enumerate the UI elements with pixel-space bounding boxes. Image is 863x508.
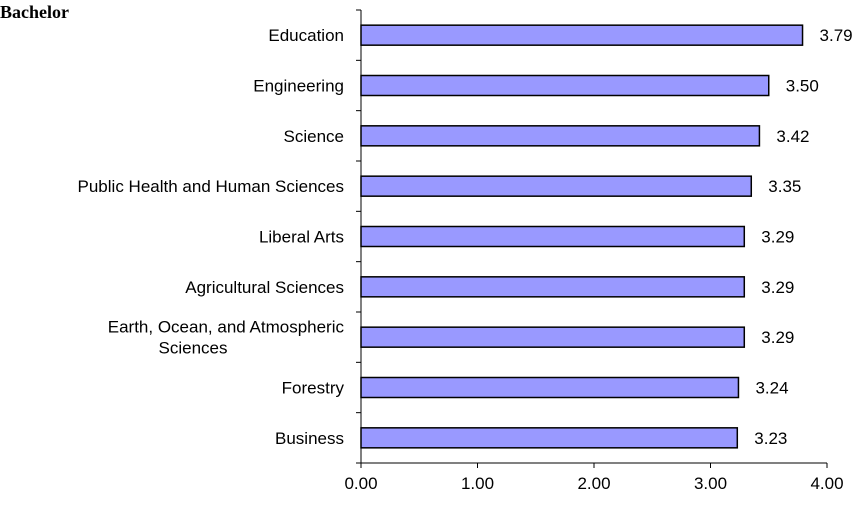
value-label: 3.23: [754, 429, 787, 448]
category-label: Engineering: [253, 77, 344, 96]
category-label: Agricultural Sciences: [185, 278, 344, 297]
bar: [360, 376, 740, 399]
category-label: Business: [275, 429, 344, 448]
value-label: 3.29: [761, 228, 794, 247]
x-tick-label: 2.00: [577, 474, 610, 493]
category-label: Forestry: [282, 379, 345, 398]
x-tick-label: 1.00: [461, 474, 494, 493]
bar: [360, 326, 746, 348]
x-tick-label: 0.00: [344, 474, 377, 493]
bar: [360, 125, 761, 147]
category-label: Public Health and Human Sciences: [78, 177, 344, 196]
bar: [360, 24, 804, 46]
value-label: 3.79: [820, 26, 853, 45]
category-label: Science: [284, 127, 344, 146]
category-label: Education: [268, 26, 344, 45]
category-label: Sciences: [159, 339, 228, 358]
value-label: 3.29: [761, 278, 794, 297]
chart-title: Bachelor: [0, 2, 69, 22]
category-label: Earth, Ocean, and Atmospheric: [108, 318, 345, 337]
x-tick-label: 4.00: [810, 474, 843, 493]
bar: [360, 175, 753, 197]
bar: [360, 225, 746, 248]
value-label: 3.42: [776, 127, 809, 146]
value-label: 3.29: [761, 328, 794, 347]
bar: [360, 427, 739, 449]
value-label: 3.35: [768, 177, 801, 196]
value-label: 3.50: [786, 77, 819, 96]
value-label: 3.24: [755, 379, 788, 398]
category-label: Liberal Arts: [259, 228, 344, 247]
bar: [360, 74, 770, 97]
x-tick-label: 3.00: [694, 474, 727, 493]
bar: [360, 276, 746, 298]
